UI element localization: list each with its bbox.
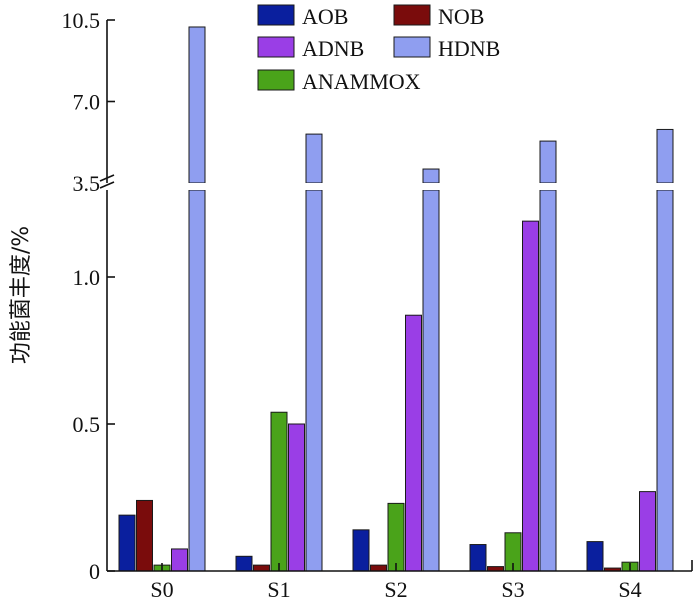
x-tick-label-s3: S3 [501, 577, 524, 601]
bar-hdnb-s3-upper [539, 140, 557, 184]
bar-nob-s0 [136, 499, 153, 572]
bar-adnb-s0 [171, 548, 188, 572]
legend-label-adnb: ADNB [302, 36, 364, 61]
bar-aob-s2 [352, 529, 370, 572]
axis-break-band [109, 183, 694, 190]
bar-hdnb-s2-upper [422, 168, 440, 184]
x-tick-label-s0: S0 [150, 577, 173, 601]
y-tick-label-lower-0: 0 [89, 559, 100, 584]
bar-hdnb-s0 [188, 26, 206, 572]
x-tick-label-s4: S4 [618, 577, 641, 601]
bar-aob-s0 [118, 514, 136, 572]
y-tick-label-upper-0: 3.5 [73, 171, 101, 196]
bar-hdnb-s0-lower [188, 189, 206, 572]
y-tick-label-upper-1: 7.0 [73, 90, 101, 115]
bar-hdnb-s4-upper [656, 128, 674, 184]
bar-adnb-s3 [522, 220, 539, 572]
bar-hdnb-s3 [539, 140, 557, 572]
bar-hdnb-s2 [422, 168, 440, 572]
legend-swatch-nob [393, 4, 431, 26]
bar-hdnb-s1-lower [305, 189, 323, 572]
bar-nob-s2 [370, 564, 387, 572]
legend-swatch-hdnb [393, 36, 431, 58]
bar-adnb-s2 [405, 314, 422, 572]
legend-label-aob: AOB [302, 4, 348, 29]
bar-anammox-s2 [387, 502, 405, 572]
bar-anammox-s1 [270, 411, 288, 572]
bars-layer [109, 26, 694, 572]
bar-adnb-s1 [288, 423, 305, 572]
legend-swatch-aob [257, 4, 295, 26]
legend-label-nob: NOB [438, 4, 484, 29]
bar-aob-s1 [235, 555, 253, 572]
bar-hdnb-s2-lower [422, 189, 440, 572]
x-ticks-layer: S0 S1 S2 S3 S4 [150, 563, 642, 601]
legend-swatch-anammox [257, 69, 295, 91]
bar-hdnb-s1 [305, 133, 323, 572]
y-tick-label-upper-2: 10.5 [62, 8, 101, 33]
y-tick-label-lower-2: 1.0 [73, 265, 101, 290]
y-ticks-layer: 0 0.5 1.0 3.5 7.0 10.5 [62, 8, 115, 584]
bar-hdnb-s4 [656, 128, 674, 572]
bar-aob-s4 [586, 541, 604, 572]
bar-hdnb-s3-lower [539, 189, 557, 572]
bar-hdnb-s1-upper [305, 133, 323, 184]
y-tick-label-lower-1: 0.5 [73, 412, 101, 437]
bar-aob-s3 [469, 544, 487, 572]
x-tick-label-s2: S2 [384, 577, 407, 601]
bar-adnb-s4 [639, 491, 656, 572]
bar-nob-s1 [253, 564, 270, 572]
legend-label-hdnb: HDNB [438, 36, 500, 61]
bar-hdnb-s4-lower [656, 189, 674, 572]
x-tick-label-s1: S1 [267, 577, 290, 601]
bar-hdnb-s0-upper [188, 26, 206, 184]
legend-label-anammox: ANAMMOX [302, 69, 421, 94]
legend: AOB ADNB ANAMMOX NOB HDNB [257, 4, 500, 94]
legend-swatch-adnb [257, 36, 295, 58]
y-axis-title: 功能菌丰度/% [9, 226, 34, 364]
axis-break-mark [99, 174, 115, 189]
